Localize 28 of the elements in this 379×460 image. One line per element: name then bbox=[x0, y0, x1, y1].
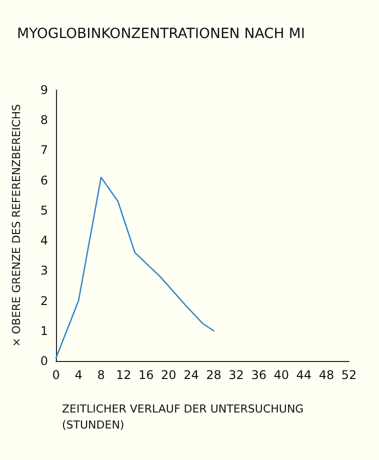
x-tick-label: 36 bbox=[251, 368, 266, 382]
x-tick-label: 20 bbox=[161, 368, 176, 382]
y-tick-label: 6 bbox=[40, 173, 48, 188]
x-tick-label: 4 bbox=[74, 368, 82, 382]
y-tick-label: 2 bbox=[40, 294, 48, 308]
x-tick-label: 16 bbox=[138, 368, 154, 382]
y-tick-label: 8 bbox=[40, 113, 48, 128]
x-tick-label: 8 bbox=[97, 368, 105, 382]
line-series bbox=[55, 176, 214, 359]
chart-title: MYOGLOBINKONZENTRATIONEN NACH MI bbox=[17, 26, 305, 42]
x-tick-label: 52 bbox=[341, 368, 357, 382]
x-axis-title: ZEITLICHER VERLAUF DER UNTERSUCHUNG (STUNDEN) bbox=[62, 402, 304, 432]
x-tick-label: 24 bbox=[184, 368, 199, 382]
y-tick-label: 7 bbox=[40, 143, 48, 158]
x-tick-label: 40 bbox=[274, 368, 290, 382]
y-tick-label: 5 bbox=[40, 203, 48, 218]
x-tick-label: 28 bbox=[206, 368, 222, 382]
y-tick-label: 1 bbox=[40, 324, 48, 338]
y-tick-label: 4 bbox=[40, 234, 48, 248]
x-tick-label: 44 bbox=[296, 368, 312, 382]
x-tick-label: 48 bbox=[318, 368, 334, 382]
x-tick-label: 12 bbox=[116, 368, 132, 382]
x-tick-label: 32 bbox=[228, 368, 244, 382]
y-tick-label: 3 bbox=[40, 264, 48, 278]
y-tick-label: 9 bbox=[40, 83, 48, 97]
x-tick-label: 0 bbox=[52, 368, 60, 382]
y-tick-label: 0 bbox=[40, 354, 48, 368]
y-axis-title: × OBERE GRENZE DES REFERENZBEREICHS bbox=[10, 104, 23, 347]
